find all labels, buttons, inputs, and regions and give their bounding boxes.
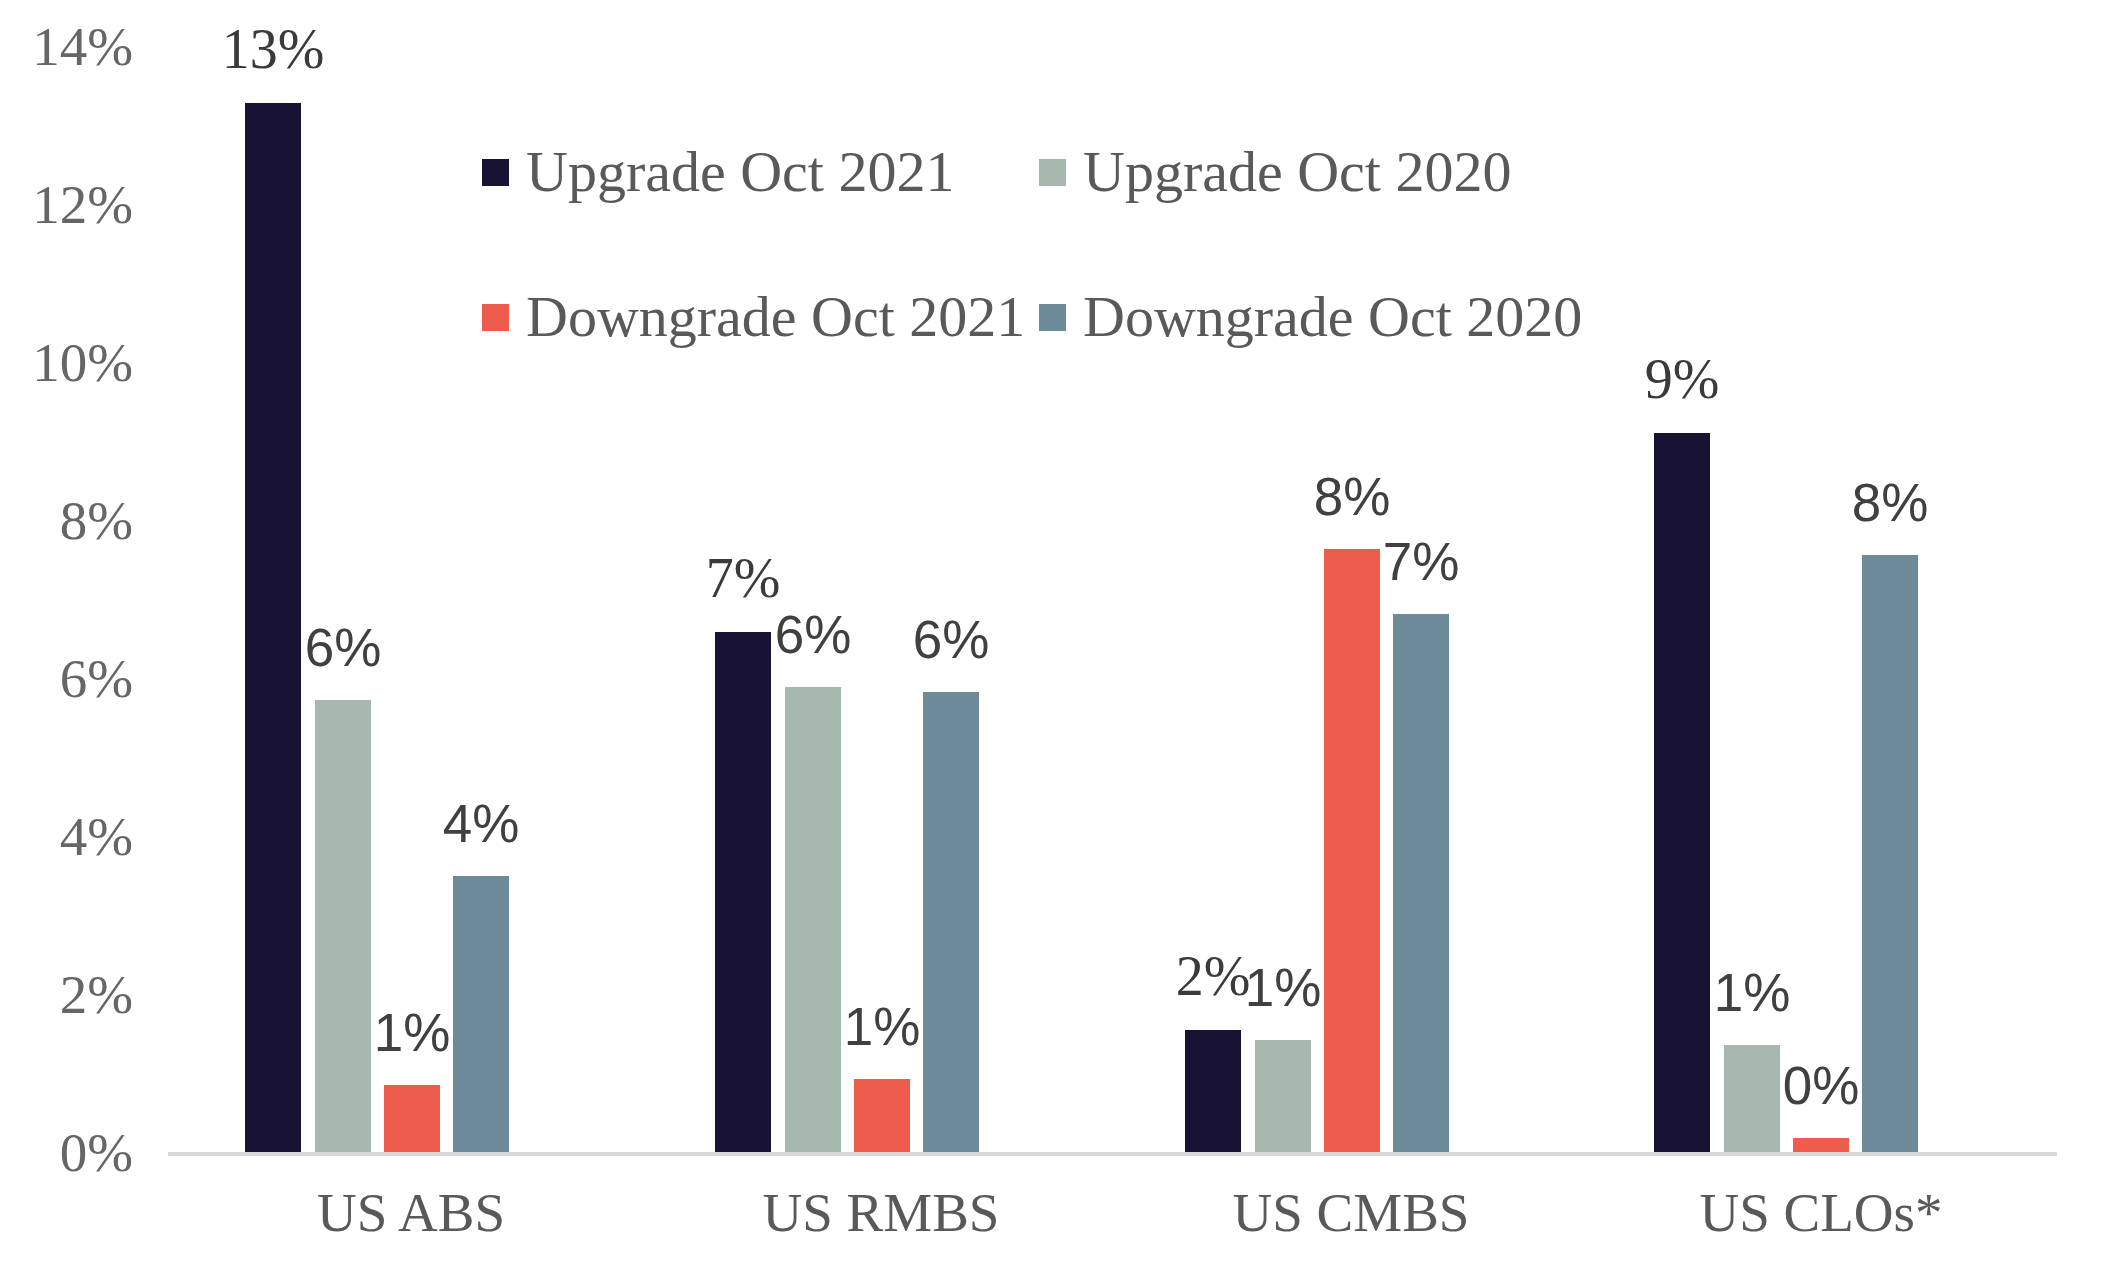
bar-downgrade-oct-2021-us-rmbs <box>854 1079 910 1152</box>
bar-label-downgrade-oct-2021-us-clos: 0% <box>1711 1059 1931 1112</box>
bar-downgrade-oct-2020-us-cmbs <box>1393 614 1449 1152</box>
bar-label-upgrade-oct-2021-us-abs: 13% <box>163 21 383 77</box>
y-tick-label-12: 12% <box>0 177 133 232</box>
legend-label-downgrade-oct-2020: Downgrade Oct 2020 <box>1083 288 1582 346</box>
x-axis-label-us-rmbs: US RMBS <box>681 1184 1081 1242</box>
legend-label-upgrade-oct-2021: Upgrade Oct 2021 <box>526 143 954 201</box>
legend-label-upgrade-oct-2020: Upgrade Oct 2020 <box>1083 143 1511 201</box>
x-axis-label-us-cmbs: US CMBS <box>1151 1184 1551 1242</box>
legend-swatch-icon-upgrade-oct-2020 <box>1039 159 1066 186</box>
bar-upgrade-oct-2020-us-rmbs <box>785 687 841 1152</box>
bar-upgrade-oct-2020-us-abs <box>315 700 371 1152</box>
bar-chart: 14%12%10%8%6%4%2%0% 13%7%2%9%6%6%1%1%1%1… <box>0 0 2106 1283</box>
y-tick-label-0: 0% <box>0 1125 133 1180</box>
bar-label-downgrade-oct-2020-us-cmbs: 7% <box>1311 535 1531 588</box>
bar-label-upgrade-oct-2021-us-clos: 9% <box>1572 351 1792 407</box>
legend-item-downgrade-oct-2020: Downgrade Oct 2020 <box>1039 288 1582 346</box>
legend-item-downgrade-oct-2021: Downgrade Oct 2021 <box>482 288 1025 346</box>
y-tick-label-6: 6% <box>0 651 133 706</box>
bar-downgrade-oct-2021-us-abs <box>384 1085 440 1152</box>
bar-upgrade-oct-2021-us-cmbs <box>1185 1030 1241 1152</box>
x-axis-label-us-clos: US CLOs* <box>1621 1184 2021 1242</box>
legend-swatch-icon-upgrade-oct-2021 <box>482 159 509 186</box>
y-tick-label-2: 2% <box>0 967 133 1022</box>
bar-downgrade-oct-2020-us-rmbs <box>923 692 979 1152</box>
y-tick-label-14: 14% <box>0 19 133 74</box>
x-axis-baseline <box>168 1152 2057 1156</box>
bar-label-upgrade-oct-2020-us-clos: 1% <box>1642 966 1862 1019</box>
bar-label-downgrade-oct-2020-us-rmbs: 6% <box>841 613 1061 666</box>
y-tick-label-10: 10% <box>0 335 133 390</box>
bar-label-downgrade-oct-2021-us-abs: 1% <box>302 1006 522 1059</box>
legend-item-upgrade-oct-2021: Upgrade Oct 2021 <box>482 143 954 201</box>
bar-label-downgrade-oct-2021-us-cmbs: 8% <box>1242 470 1462 523</box>
bar-label-downgrade-oct-2021-us-rmbs: 1% <box>772 1000 992 1053</box>
legend-label-downgrade-oct-2021: Downgrade Oct 2021 <box>526 288 1025 346</box>
legend-swatch-icon-downgrade-oct-2020 <box>1039 304 1066 331</box>
bar-label-upgrade-oct-2020-us-abs: 6% <box>233 621 453 674</box>
y-tick-label-8: 8% <box>0 493 133 548</box>
legend-item-upgrade-oct-2020: Upgrade Oct 2020 <box>1039 143 1511 201</box>
bar-upgrade-oct-2021-us-rmbs <box>715 632 771 1152</box>
bar-label-upgrade-oct-2020-us-cmbs: 1% <box>1173 961 1393 1014</box>
bar-label-upgrade-oct-2021-us-rmbs: 7% <box>633 550 853 606</box>
bar-upgrade-oct-2020-us-cmbs <box>1255 1040 1311 1152</box>
bar-upgrade-oct-2021-us-clos <box>1654 433 1710 1152</box>
x-axis-label-us-abs: US ABS <box>211 1184 611 1242</box>
bar-label-downgrade-oct-2020-us-abs: 4% <box>371 797 591 850</box>
y-tick-label-4: 4% <box>0 809 133 864</box>
legend-swatch-icon-downgrade-oct-2021 <box>482 304 509 331</box>
bar-downgrade-oct-2021-us-cmbs <box>1324 549 1380 1152</box>
bar-downgrade-oct-2021-us-clos <box>1793 1138 1849 1152</box>
bar-label-downgrade-oct-2020-us-clos: 8% <box>1780 476 2000 529</box>
